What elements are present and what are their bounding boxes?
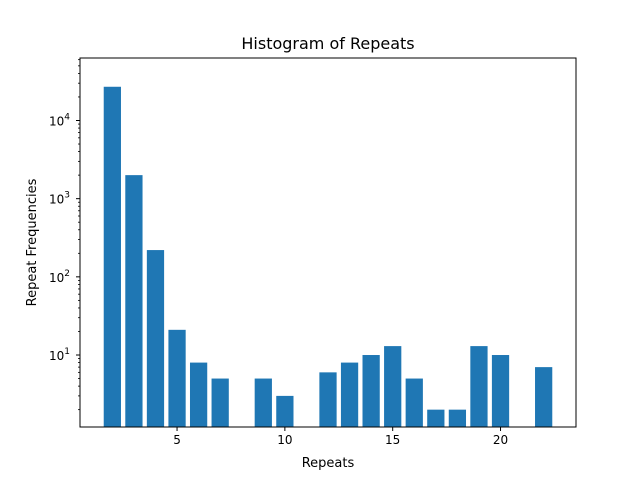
bar-22 xyxy=(535,367,553,427)
bar-3 xyxy=(125,175,143,427)
bar-10 xyxy=(276,395,294,427)
x-tick-label-5: 5 xyxy=(173,433,181,447)
y-axis-ticks: 101 102 103 104 xyxy=(49,59,80,411)
bar-12 xyxy=(319,372,337,427)
bar-15 xyxy=(384,346,402,427)
x-tick-label-20: 20 xyxy=(493,433,508,447)
bar-20 xyxy=(491,355,510,427)
x-axis-ticks: 5 10 15 20 xyxy=(173,427,508,447)
bar-6 xyxy=(189,362,208,427)
bar-2 xyxy=(103,86,121,427)
y-tick-label-2: 102 xyxy=(49,269,70,285)
y-tick-label-3: 103 xyxy=(49,191,70,207)
bar-18 xyxy=(448,409,467,427)
y-tick-label-1: 101 xyxy=(49,347,70,363)
bar-19 xyxy=(470,346,488,427)
y-tick-label-4: 104 xyxy=(49,112,70,128)
bar-9 xyxy=(254,378,272,427)
bars-group xyxy=(103,86,553,427)
bar-16 xyxy=(405,378,423,427)
y-axis-label: Repeat Frequencies xyxy=(25,178,40,306)
plot-frame xyxy=(79,57,577,428)
bar-7 xyxy=(211,378,229,427)
bar-17 xyxy=(427,409,445,427)
chart-title: Histogram of Repeats xyxy=(241,34,414,53)
bar-13 xyxy=(340,362,359,427)
bar-5 xyxy=(168,329,186,427)
x-tick-label-10: 10 xyxy=(277,433,292,447)
bar-14 xyxy=(362,355,380,427)
x-tick-label-15: 15 xyxy=(385,433,400,447)
bar-4 xyxy=(146,250,165,427)
x-axis-label: Repeats xyxy=(302,456,355,471)
